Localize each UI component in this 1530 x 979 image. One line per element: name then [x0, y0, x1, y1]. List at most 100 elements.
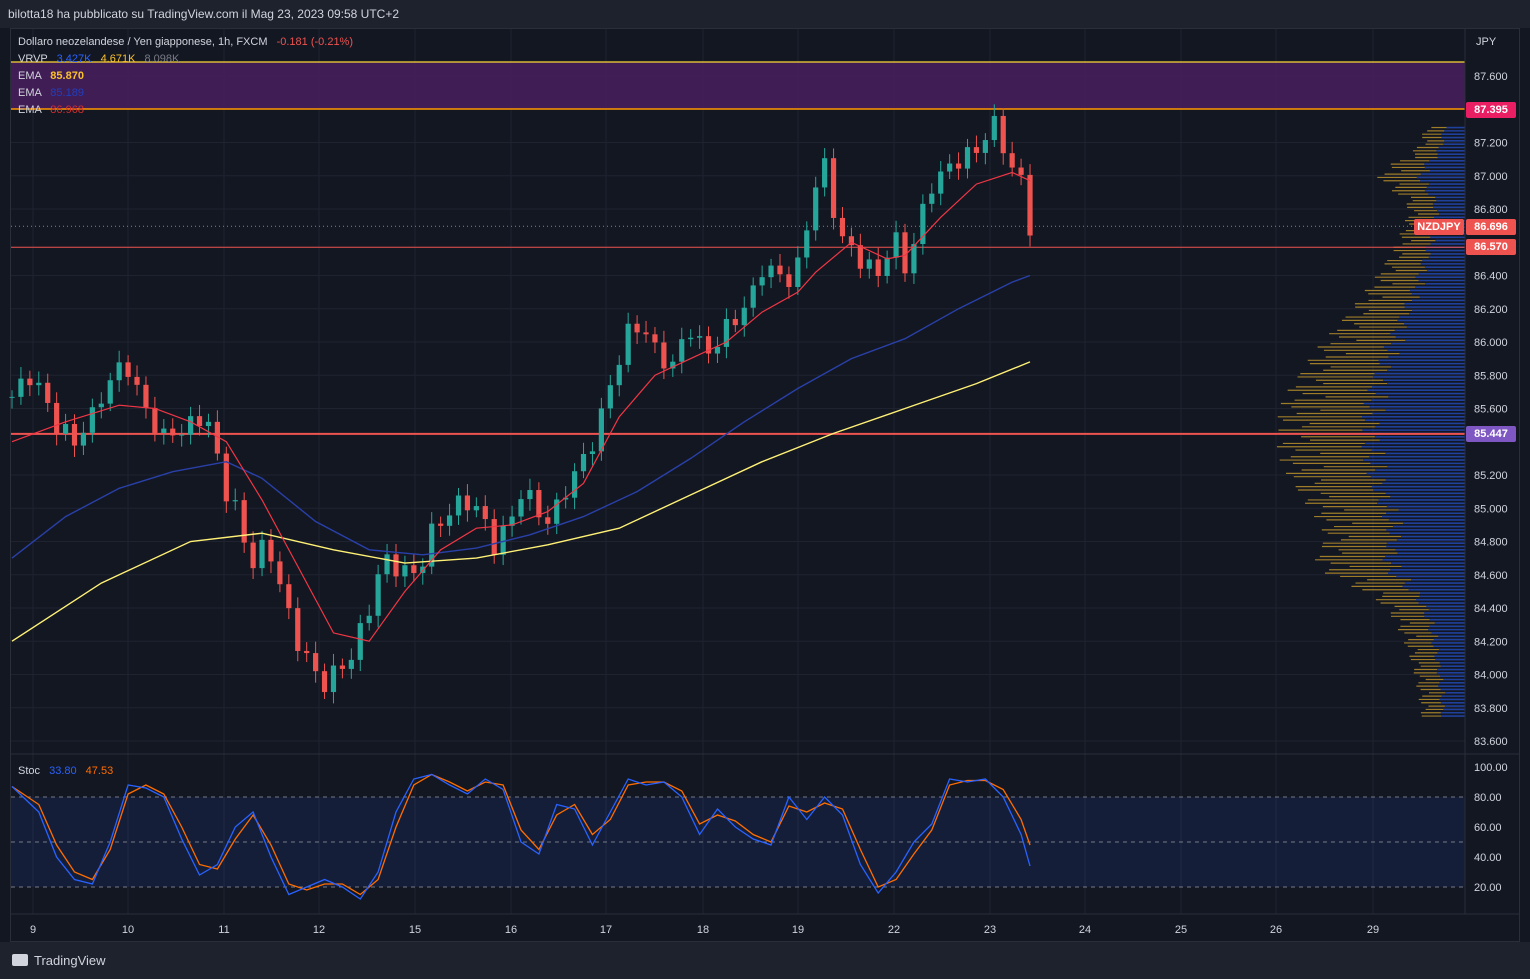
candle-body — [893, 232, 899, 258]
candle-body — [205, 421, 212, 427]
candle-body — [438, 523, 444, 526]
candle-body — [36, 382, 42, 386]
candle-body — [679, 339, 685, 362]
candle-body — [214, 421, 220, 454]
legend-ema2-row[interactable]: EMA 85.189 — [18, 86, 84, 100]
candle-body — [250, 542, 256, 569]
candle-body — [125, 362, 131, 377]
tradingview-logo-icon — [12, 954, 28, 966]
ema2-label: EMA — [18, 87, 42, 99]
legend-ema1-row[interactable]: EMA 85.870 — [18, 69, 84, 83]
candle-body — [527, 490, 533, 500]
candle-body — [196, 416, 203, 427]
candle-body — [268, 539, 274, 562]
price-tick-label: 87.600 — [1474, 71, 1508, 83]
price-tick-label: 86.000 — [1474, 337, 1508, 349]
price-tick-label: 84.800 — [1474, 537, 1508, 549]
price-tick-label: 85.200 — [1474, 470, 1508, 482]
time-tick-label: 17 — [600, 924, 612, 936]
candle-body — [116, 362, 122, 381]
candle-body — [71, 424, 78, 446]
candle-body — [27, 378, 33, 386]
candle-body — [661, 342, 667, 369]
candle-body — [170, 428, 176, 436]
candle-body — [563, 497, 569, 500]
candle-body — [313, 653, 319, 672]
vrvp-total-volume: 8.098K — [144, 53, 180, 65]
candle-body — [9, 396, 15, 398]
candle-body — [741, 307, 747, 326]
legend-vrvp-row[interactable]: VRVP 3.427K 4.671K 8.098K — [18, 52, 179, 66]
candle-body — [339, 665, 346, 669]
legend-ema3-row[interactable]: EMA 86.968 — [18, 103, 84, 117]
candle-body — [62, 424, 69, 434]
candle-body — [464, 495, 471, 511]
brand-text: TradingView — [34, 953, 106, 968]
ema1-value: 85.870 — [50, 70, 84, 82]
candle-body — [804, 230, 810, 258]
candle-body — [554, 499, 560, 524]
price-tick-label: 85.600 — [1474, 404, 1508, 416]
candle-body — [732, 318, 738, 326]
candle-body — [1009, 153, 1015, 168]
footer-bar: TradingView — [0, 942, 1530, 979]
candle-body — [366, 615, 372, 624]
candle-body — [813, 187, 819, 231]
legend-stoc-row[interactable]: Stoc 33.80 47.53 — [18, 764, 113, 778]
candle-body — [973, 147, 980, 153]
legend-symbol[interactable]: Dollaro neozelandese / Yen giapponese, 1… — [18, 36, 268, 48]
stoc-tick-label: 20.00 — [1474, 882, 1502, 894]
candle-body — [911, 244, 917, 274]
ema-red-line — [11, 171, 1031, 642]
candle-body — [786, 274, 792, 288]
price-tick-label: 85.000 — [1474, 503, 1508, 515]
time-tick-label: 11 — [218, 924, 229, 936]
stoc-d-value: 47.53 — [85, 765, 114, 777]
candle-body — [482, 506, 488, 520]
resistance-price-label: 87.395 — [1466, 102, 1516, 118]
candle-body — [393, 554, 399, 577]
candle-body — [857, 245, 863, 269]
candle-body — [688, 337, 694, 340]
ema3-label: EMA — [18, 104, 42, 116]
candle-body — [795, 257, 801, 288]
candle-body — [500, 525, 506, 555]
stoc-k-line — [11, 773, 1031, 900]
candle-body — [446, 515, 453, 526]
last-price-label: 86.696 — [1466, 219, 1516, 235]
time-tick-label: 29 — [1367, 924, 1379, 936]
candle-body — [518, 499, 524, 517]
top-bar: bilotta18 ha pubblicato su TradingView.c… — [0, 0, 1530, 28]
ema-yellow-line — [11, 361, 1031, 642]
candle-body — [1027, 174, 1033, 236]
price-tick-label: 87.200 — [1474, 138, 1508, 150]
symbol-tag: NZDJPY — [1414, 219, 1464, 235]
candle-body — [455, 495, 462, 516]
candle-body — [571, 471, 578, 498]
candle-body — [232, 500, 238, 502]
candle-body — [54, 402, 60, 434]
tradingview-logo[interactable]: TradingView — [12, 953, 106, 968]
candle-body — [277, 561, 283, 585]
candle-body — [375, 574, 381, 616]
ema2-value: 85.189 — [50, 87, 84, 99]
candle-body — [875, 259, 881, 276]
time-tick-label: 22 — [888, 924, 900, 936]
candle-body — [598, 408, 604, 452]
ema1-label: EMA — [18, 70, 42, 82]
candle-body — [18, 378, 24, 397]
candle-body — [705, 336, 712, 354]
candle-body — [723, 318, 729, 347]
price-tick-label: 86.800 — [1474, 204, 1508, 216]
chart-frame — [10, 28, 1520, 942]
price-tick-label: 84.200 — [1474, 636, 1508, 648]
candle-body — [179, 434, 185, 436]
candle-body — [1000, 115, 1006, 154]
time-tick-label: 16 — [505, 924, 517, 936]
axis-currency-label: JPY — [1476, 36, 1497, 48]
price-tick-label: 86.400 — [1474, 271, 1508, 283]
time-tick-label: 10 — [122, 924, 134, 936]
candle-body — [330, 665, 337, 693]
candle-body — [866, 259, 872, 269]
